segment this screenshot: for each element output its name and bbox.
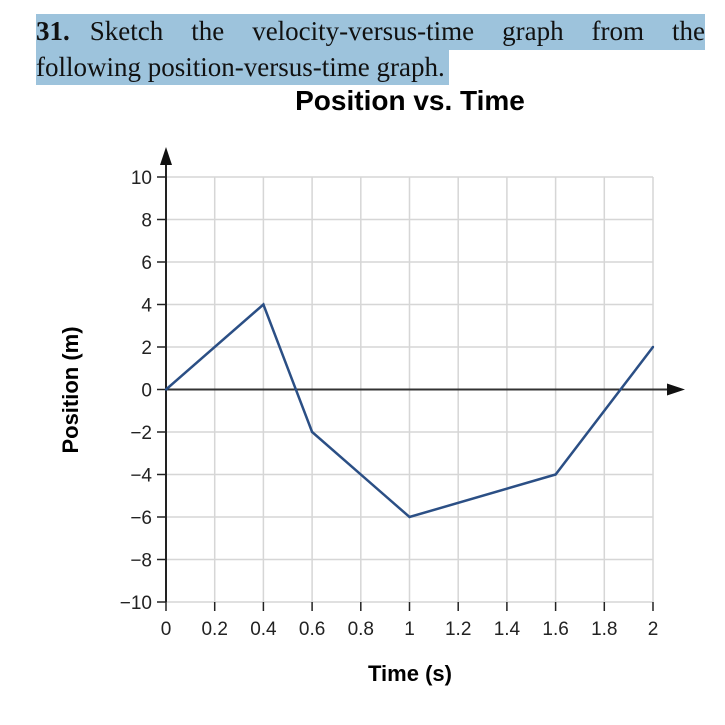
y-axis-arrow-icon [160,147,172,165]
word: from [591,16,645,46]
y-tick-label: 2 [141,338,152,359]
x-tick-label: 0.2 [201,619,227,640]
x-tick-label: 1.2 [445,619,471,640]
y-tick-label: −2 [130,423,152,444]
question-line-1: 31. Sketch the velocity-versus-time graph… [36,14,705,50]
y-tick-label: −4 [130,466,152,487]
x-tick-label: 1.8 [591,619,617,640]
word: the [191,16,225,46]
chart-title: Position vs. Time [295,85,525,116]
word: velocity-versus-time [252,16,475,46]
question-number: 31. [36,16,70,46]
x-axis-label: Time (s) [368,661,452,686]
x-tick-label: 0.8 [348,619,374,640]
y-tick-label: −8 [130,551,152,572]
x-tick-label: 1.6 [542,619,568,640]
x-tick-label: 0 [161,619,172,640]
y-tick-label: 8 [141,211,152,232]
data-point [262,303,265,306]
x-tick-label: 0.4 [250,619,277,640]
question-text: 31. Sketch the velocity-versus-time graph… [36,14,705,85]
y-axis-label: Position (m) [58,326,83,453]
word: the [672,16,705,46]
x-tick-label: 0.6 [299,619,325,640]
word: graph [502,16,564,46]
x-tick-label: 2 [648,619,659,640]
data-point [651,345,655,349]
y-tick-label: −10 [120,593,152,614]
x-tick-label: 1 [404,619,415,640]
data-point [310,430,314,434]
y-tick-label: −6 [130,508,152,529]
position-series-line [165,302,654,519]
y-tick-label: 4 [141,296,152,317]
x-tick-label: 1.4 [494,619,521,640]
x-axis-arrow-icon [667,383,685,396]
question-line-2: following position-versus-time graph. [36,50,449,85]
data-point [408,515,411,519]
y-tick-label: 6 [141,253,152,274]
data-point [164,388,168,391]
data-point [554,473,557,476]
y-tick-label: 0 [141,381,152,402]
word: Sketch [89,16,164,46]
y-tick-label: 10 [131,168,152,189]
